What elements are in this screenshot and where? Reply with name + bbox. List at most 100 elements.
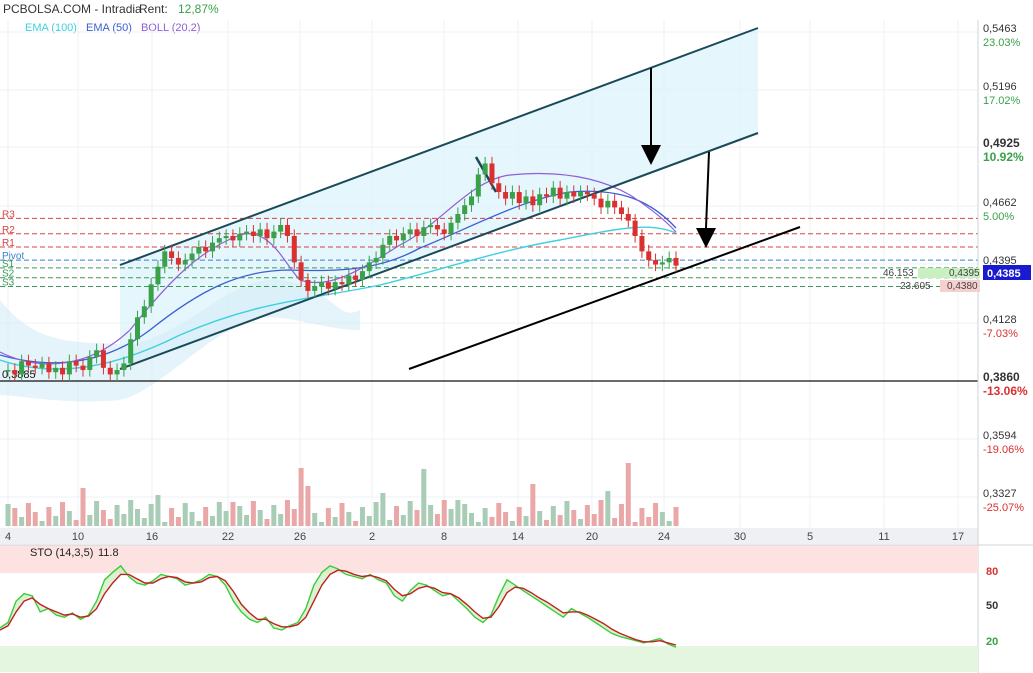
candle-body-9 (66, 361, 72, 375)
candle-body-88 (605, 200, 611, 208)
candle-body-40 (278, 225, 284, 232)
x-label-10: 30 (734, 531, 746, 543)
x-label-11: 5 (807, 531, 813, 543)
volume-bar-24 (169, 508, 175, 526)
volume-bar-67 (462, 504, 468, 526)
candle-body-49 (339, 282, 345, 285)
volume-bar-77 (530, 484, 536, 526)
ob-qty-1: 23.605 (900, 281, 931, 292)
volume-bar-82 (564, 501, 570, 526)
volume-bar-32 (223, 511, 229, 526)
pivot-label-1: R2 (2, 225, 15, 236)
arrow-2-shaft (705, 151, 710, 229)
ema100-line (0, 226, 677, 370)
candle-body-67 (462, 205, 468, 215)
volume-bar-15 (107, 519, 113, 526)
x-label-4: 26 (294, 531, 306, 543)
volume-bar-92 (632, 522, 638, 526)
volume-bar-83 (571, 510, 577, 526)
candle-body-16 (114, 370, 120, 375)
candle-body-79 (543, 194, 549, 197)
pivot-label-5: S2 (2, 269, 15, 280)
volume-bar-96 (659, 512, 665, 526)
candle-body-46 (319, 282, 325, 287)
volume-bar-51 (353, 521, 359, 526)
candle-body-32 (223, 235, 229, 239)
volume-bar-4 (32, 512, 38, 526)
support-line (408, 226, 801, 370)
candle-body-98 (673, 257, 679, 266)
volume-bar-47 (325, 508, 331, 526)
axis-pct-7: -19.06% (983, 444, 1024, 456)
ob-price-0: 0,4395 (949, 268, 980, 279)
volume-bar-62 (428, 505, 434, 526)
volume-bar-69 (475, 522, 481, 526)
volume-bar-59 (407, 501, 413, 526)
axis-price-2: 0,4925 (983, 136, 1020, 150)
volume-bar-26 (182, 503, 188, 526)
x-label-7: 14 (512, 531, 524, 543)
pivot-label-3: Pivot (2, 251, 24, 262)
volume-bar-23 (162, 522, 168, 526)
sto-fill (0, 565, 676, 648)
candle-body-51 (353, 275, 359, 280)
volume-bar-35 (244, 515, 250, 526)
axis-price-4: 0,4395 (983, 255, 1017, 267)
volume-bar-81 (557, 515, 563, 526)
candle-body-78 (537, 194, 543, 206)
candle-body-41 (284, 225, 290, 236)
flag-mark (474, 156, 498, 193)
candle-body-43 (298, 262, 304, 280)
volume-bar-45 (312, 513, 318, 526)
sto-d-line (0, 569, 677, 646)
volume-bar-93 (639, 508, 645, 526)
axis-price-0: 0,5463 (983, 23, 1017, 35)
arrow-1-head (641, 145, 661, 165)
x-label-13: 17 (952, 531, 964, 543)
indicator-legend: EMA (100) EMA (50) BOLL (20,2) (25, 22, 206, 34)
candle-body-96 (659, 262, 665, 265)
candle-body-8 (60, 367, 66, 375)
volume-bar-60 (414, 510, 420, 526)
volume-bar-2 (19, 517, 25, 526)
sto-value: 11.8 (98, 547, 119, 559)
candle-body-84 (578, 192, 584, 197)
volume-bar-25 (175, 517, 181, 526)
current-price-label: 0,4385 (987, 268, 1021, 280)
candle-body-72 (496, 183, 502, 193)
volume-bar-73 (503, 512, 509, 526)
volume-bar-16 (114, 505, 120, 526)
volume-bar-70 (482, 508, 488, 526)
arrow-2-head (696, 228, 716, 248)
legend-ema100: EMA (100) (25, 22, 77, 34)
candle-body-47 (325, 282, 331, 289)
volume-bar-43 (298, 468, 304, 526)
candle-body-13 (94, 350, 100, 357)
rent-value: 12,87% (178, 2, 219, 16)
candle-body-62 (428, 225, 434, 228)
candle-body-29 (203, 246, 209, 252)
candle-body-25 (175, 257, 181, 265)
ob-bid-bar (918, 268, 980, 278)
volume-bar-36 (250, 501, 256, 526)
low-label: 0,3885 (2, 369, 36, 381)
volume-bar-86 (591, 514, 597, 526)
volume-bar-30 (209, 516, 215, 526)
candle-body-89 (612, 200, 618, 208)
x-label-5: 2 (369, 531, 375, 543)
candle-body-31 (216, 238, 222, 243)
volume-bar-41 (284, 500, 290, 526)
volume-bar-11 (80, 488, 86, 526)
candle-body-22 (155, 266, 161, 285)
candle-body-1 (12, 370, 18, 375)
axis-pct-0: 23.03% (983, 37, 1021, 49)
candle-body-6 (46, 363, 52, 373)
volume-bar-3 (25, 503, 31, 526)
axis-pct-8: -25.07% (983, 502, 1024, 514)
candle-body-74 (509, 192, 515, 199)
candle-body-61 (421, 227, 427, 236)
volume-bar-22 (155, 495, 161, 526)
candle-body-59 (407, 229, 413, 234)
volume-bar-91 (625, 463, 631, 526)
channel-lower (119, 132, 759, 370)
